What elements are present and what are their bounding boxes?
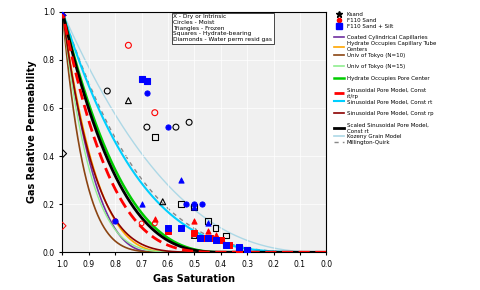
Point <box>204 219 211 223</box>
Point <box>151 110 158 115</box>
Point <box>199 202 206 206</box>
Point <box>196 235 204 240</box>
Point <box>212 238 219 242</box>
Point <box>204 235 211 240</box>
Point <box>243 249 251 253</box>
Point <box>138 202 145 206</box>
Point <box>104 89 111 93</box>
Point <box>182 202 190 206</box>
Y-axis label: Gas Relative Permeability: Gas Relative Permeability <box>27 61 37 203</box>
Point <box>222 233 230 238</box>
Point <box>185 120 193 125</box>
Point <box>206 235 214 240</box>
Point <box>143 79 151 84</box>
Point <box>164 226 172 231</box>
Point <box>204 228 211 233</box>
Point <box>151 135 158 139</box>
Point <box>164 125 172 129</box>
Point <box>225 243 232 247</box>
Point <box>191 202 198 206</box>
Point <box>143 125 151 129</box>
Point <box>59 224 66 228</box>
Point <box>243 248 251 252</box>
Point <box>59 9 66 14</box>
Legend: Ksand, F110 Sand, F110 Sand + Silt, , Coated Cylindrical Capillaries, Hydrate Oc: Ksand, F110 Sand, F110 Sand + Silt, , Co… <box>335 12 436 145</box>
Point <box>138 221 145 226</box>
Point <box>199 235 206 240</box>
Point <box>151 216 158 221</box>
Point <box>172 125 180 129</box>
Text: X - Dry or Intrinsic
Circles - Moist
Triangles - Frozen
Squares - Hydrate-bearin: X - Dry or Intrinsic Circles - Moist Tri… <box>173 14 272 42</box>
Point <box>191 204 198 209</box>
Point <box>191 204 198 209</box>
Point <box>124 43 132 48</box>
X-axis label: Gas Saturation: Gas Saturation <box>154 275 235 284</box>
Point <box>217 238 225 242</box>
Point <box>222 243 230 247</box>
Point <box>164 228 172 233</box>
Point <box>191 231 198 235</box>
Point <box>243 248 251 252</box>
Point <box>59 151 66 156</box>
Point <box>235 245 243 250</box>
Point <box>212 233 219 238</box>
Point <box>111 219 119 223</box>
Point <box>177 226 185 231</box>
Point <box>138 77 145 81</box>
Point <box>159 200 167 204</box>
Point <box>177 202 185 206</box>
Point <box>204 221 211 226</box>
Point <box>191 233 198 238</box>
Point <box>143 91 151 96</box>
Point <box>235 248 243 252</box>
Point <box>177 178 185 182</box>
Point <box>59 9 66 14</box>
Point <box>191 219 198 223</box>
Point <box>59 9 66 14</box>
Point <box>124 98 132 103</box>
Point <box>111 219 119 223</box>
Point <box>212 226 219 231</box>
Point <box>235 245 243 250</box>
Point <box>151 221 158 226</box>
